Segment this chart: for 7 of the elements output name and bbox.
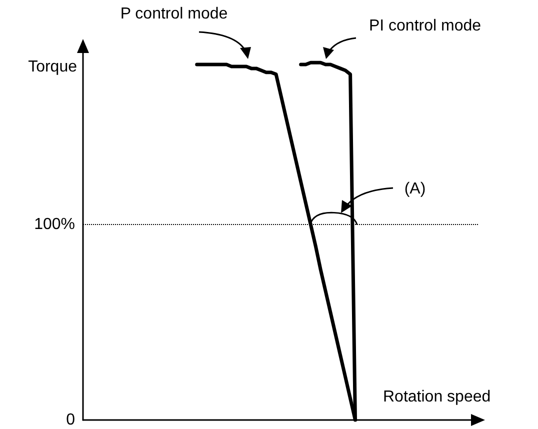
x-axis-title: Rotation speed bbox=[383, 388, 491, 406]
annotation: (A) bbox=[404, 180, 426, 198]
y-tick-label: 100% bbox=[34, 216, 75, 234]
text: PI control mode bbox=[368, 18, 482, 34]
text: P control mode bbox=[120, 6, 228, 22]
y-axis-title: Torque bbox=[28, 58, 78, 76]
y-tick-label: 0 bbox=[66, 412, 76, 428]
